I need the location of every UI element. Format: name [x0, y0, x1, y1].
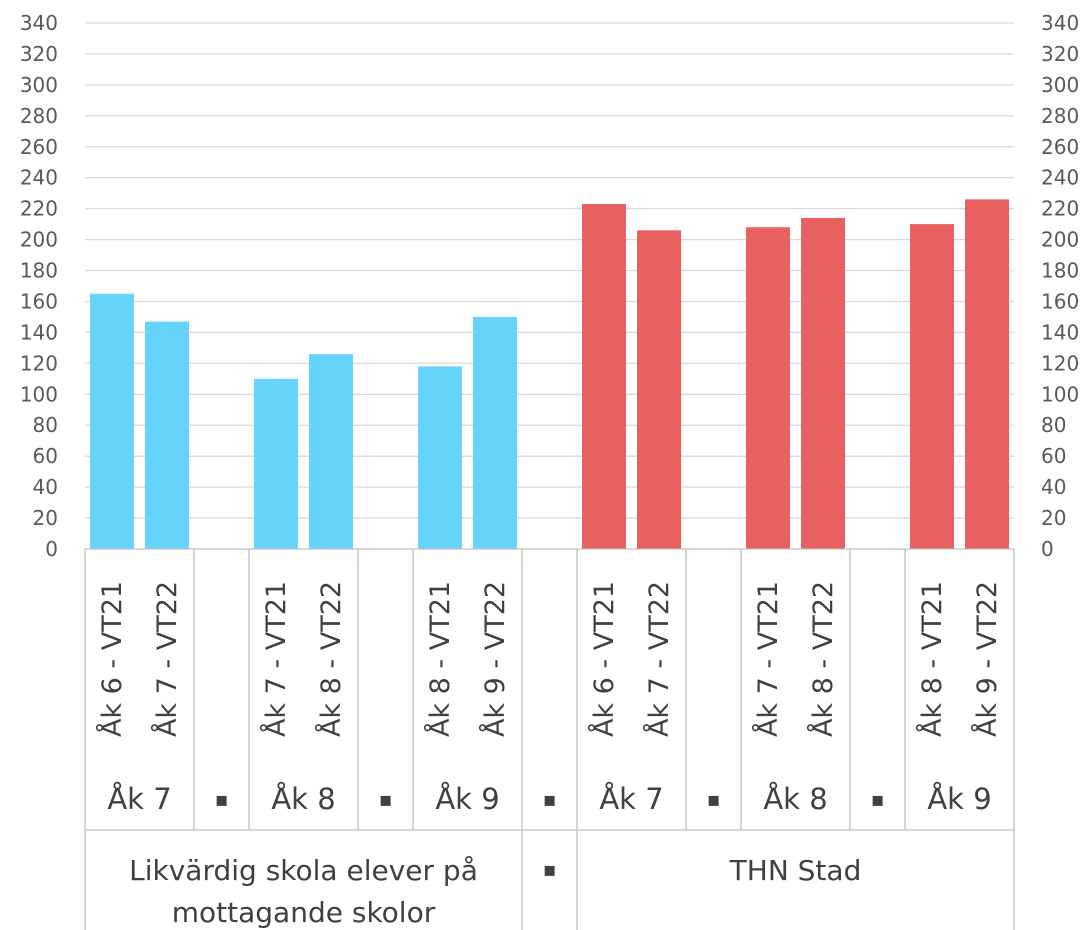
bar-category-label: Åk 9 - VT22: [479, 581, 511, 737]
subgroup-label: Åk 9: [927, 782, 991, 816]
y-tick-label: 320: [20, 42, 58, 66]
y-tick-label: 0: [45, 537, 58, 561]
y2-tick-label: 160: [1041, 289, 1079, 313]
bar-category-label: Åk 7 - VT21: [752, 581, 784, 737]
y2-tick-label: 220: [1041, 197, 1079, 221]
y-tick-label: 140: [20, 320, 58, 344]
y-tick-label: 220: [20, 197, 58, 221]
y2-tick-label: 60: [1041, 444, 1066, 468]
bar: [965, 199, 1009, 550]
y2-tick-label: 20: [1041, 506, 1066, 530]
y2-tick-label: 340: [1041, 11, 1079, 35]
y-tick-label: 100: [20, 382, 58, 406]
y2-tick-label: 0: [1041, 537, 1054, 561]
bar: [309, 354, 353, 549]
y2-tick-label: 260: [1041, 135, 1079, 159]
bar: [910, 224, 954, 549]
subgroup-label: Åk 9: [435, 782, 499, 816]
subgroup-label: Åk 8: [763, 782, 827, 816]
separator-marker: ▪: [543, 857, 557, 881]
y2-tick-label: 120: [1041, 351, 1079, 375]
y-tick-label: 240: [20, 166, 58, 190]
y2-tick-label: 280: [1041, 104, 1079, 128]
bar: [637, 230, 681, 549]
bar-category-label: Åk 7 - VT22: [643, 581, 675, 737]
bar-category-label: Åk 9 - VT22: [971, 581, 1003, 737]
bar: [418, 366, 462, 549]
y-tick-label: 60: [33, 444, 58, 468]
y2-tick-label: 80: [1041, 413, 1066, 437]
bar-category-label: Åk 8 - VT21: [916, 581, 948, 737]
y-tick-label: 40: [33, 475, 58, 499]
group-label: mottagande skolor: [172, 896, 436, 929]
y2-tick-label: 180: [1041, 259, 1079, 283]
bar-category-label: Åk 6 - VT21: [588, 581, 620, 737]
y-tick-label: 180: [20, 259, 58, 283]
y2-tick-label: 40: [1041, 475, 1066, 499]
group-label: Likvärdig skola elever på: [129, 854, 478, 887]
y-tick-label: 160: [20, 289, 58, 313]
y2-tick-label: 100: [1041, 382, 1079, 406]
bar: [254, 378, 298, 549]
y-tick-label: 300: [20, 73, 58, 97]
bar: [801, 217, 845, 549]
bar: [90, 293, 134, 549]
bar: [145, 321, 189, 549]
separator-marker: ▪: [871, 787, 885, 811]
separator-marker: ▪: [215, 787, 229, 811]
bar-category-label: Åk 7 - VT21: [260, 581, 292, 737]
bar: [473, 316, 517, 549]
bar-category-label: Åk 8 - VT22: [315, 581, 347, 737]
y-tick-label: 340: [20, 11, 58, 35]
y-tick-label: 20: [33, 506, 58, 530]
y2-tick-label: 140: [1041, 320, 1079, 344]
separator-marker: ▪: [379, 787, 393, 811]
bar-category-label: Åk 8 - VT22: [807, 581, 839, 737]
bar: [582, 204, 626, 549]
bar-category-label: Åk 8 - VT21: [424, 581, 456, 737]
bar-category-label: Åk 6 - VT21: [96, 581, 128, 737]
y2-tick-label: 200: [1041, 228, 1079, 252]
separator-marker: ▪: [707, 787, 721, 811]
y-tick-label: 120: [20, 351, 58, 375]
bar-category-label: Åk 7 - VT22: [151, 581, 183, 737]
subgroup-label: Åk 7: [107, 782, 171, 816]
group-label: THN Stad: [729, 854, 862, 887]
subgroup-label: Åk 7: [599, 782, 663, 816]
y-tick-label: 260: [20, 135, 58, 159]
y2-tick-label: 320: [1041, 42, 1079, 66]
bar: [746, 227, 790, 549]
subgroup-label: Åk 8: [271, 782, 335, 816]
separator-marker: ▪: [543, 787, 557, 811]
y-tick-label: 280: [20, 104, 58, 128]
y2-tick-label: 300: [1041, 73, 1079, 97]
y2-tick-label: 240: [1041, 166, 1079, 190]
y-tick-label: 80: [33, 413, 58, 437]
y-tick-label: 200: [20, 228, 58, 252]
